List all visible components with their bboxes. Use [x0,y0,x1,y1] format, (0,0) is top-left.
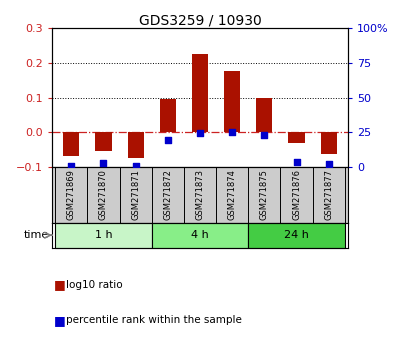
Bar [128,132,144,158]
Text: 1 h: 1 h [95,230,112,240]
Text: GSM271876: GSM271876 [292,169,301,220]
Text: percentile rank within the sample: percentile rank within the sample [66,315,242,325]
Text: log10 ratio: log10 ratio [66,280,123,290]
Text: GSM271873: GSM271873 [196,169,204,220]
Bar [321,132,337,154]
Title: GDS3259 / 10930: GDS3259 / 10930 [139,13,261,27]
Text: ■: ■ [54,279,66,291]
FancyBboxPatch shape [55,223,152,248]
Point [165,137,171,143]
Text: GSM271875: GSM271875 [260,169,269,219]
Text: ■: ■ [54,314,66,327]
Text: GSM271874: GSM271874 [228,169,237,219]
Bar [63,132,79,156]
FancyBboxPatch shape [152,223,248,248]
Bar [96,132,112,152]
Text: GSM271869: GSM271869 [67,169,76,219]
Point [261,133,268,138]
Point [326,161,332,166]
Point [100,160,107,166]
Point [197,131,203,136]
Text: GSM271870: GSM271870 [99,169,108,219]
Text: 4 h: 4 h [191,230,209,240]
Bar [192,54,208,132]
Text: GSM271872: GSM271872 [163,169,172,219]
Bar [288,132,304,143]
Text: GSM271877: GSM271877 [324,169,333,220]
Text: 24 h: 24 h [284,230,309,240]
Point [132,163,139,169]
FancyBboxPatch shape [248,223,345,248]
Point [229,129,235,135]
Text: GSM271871: GSM271871 [131,169,140,219]
Bar [224,71,240,132]
Point [68,164,74,169]
Bar [256,98,272,132]
Bar [160,99,176,132]
Point [293,159,300,165]
Text: time: time [24,230,49,240]
